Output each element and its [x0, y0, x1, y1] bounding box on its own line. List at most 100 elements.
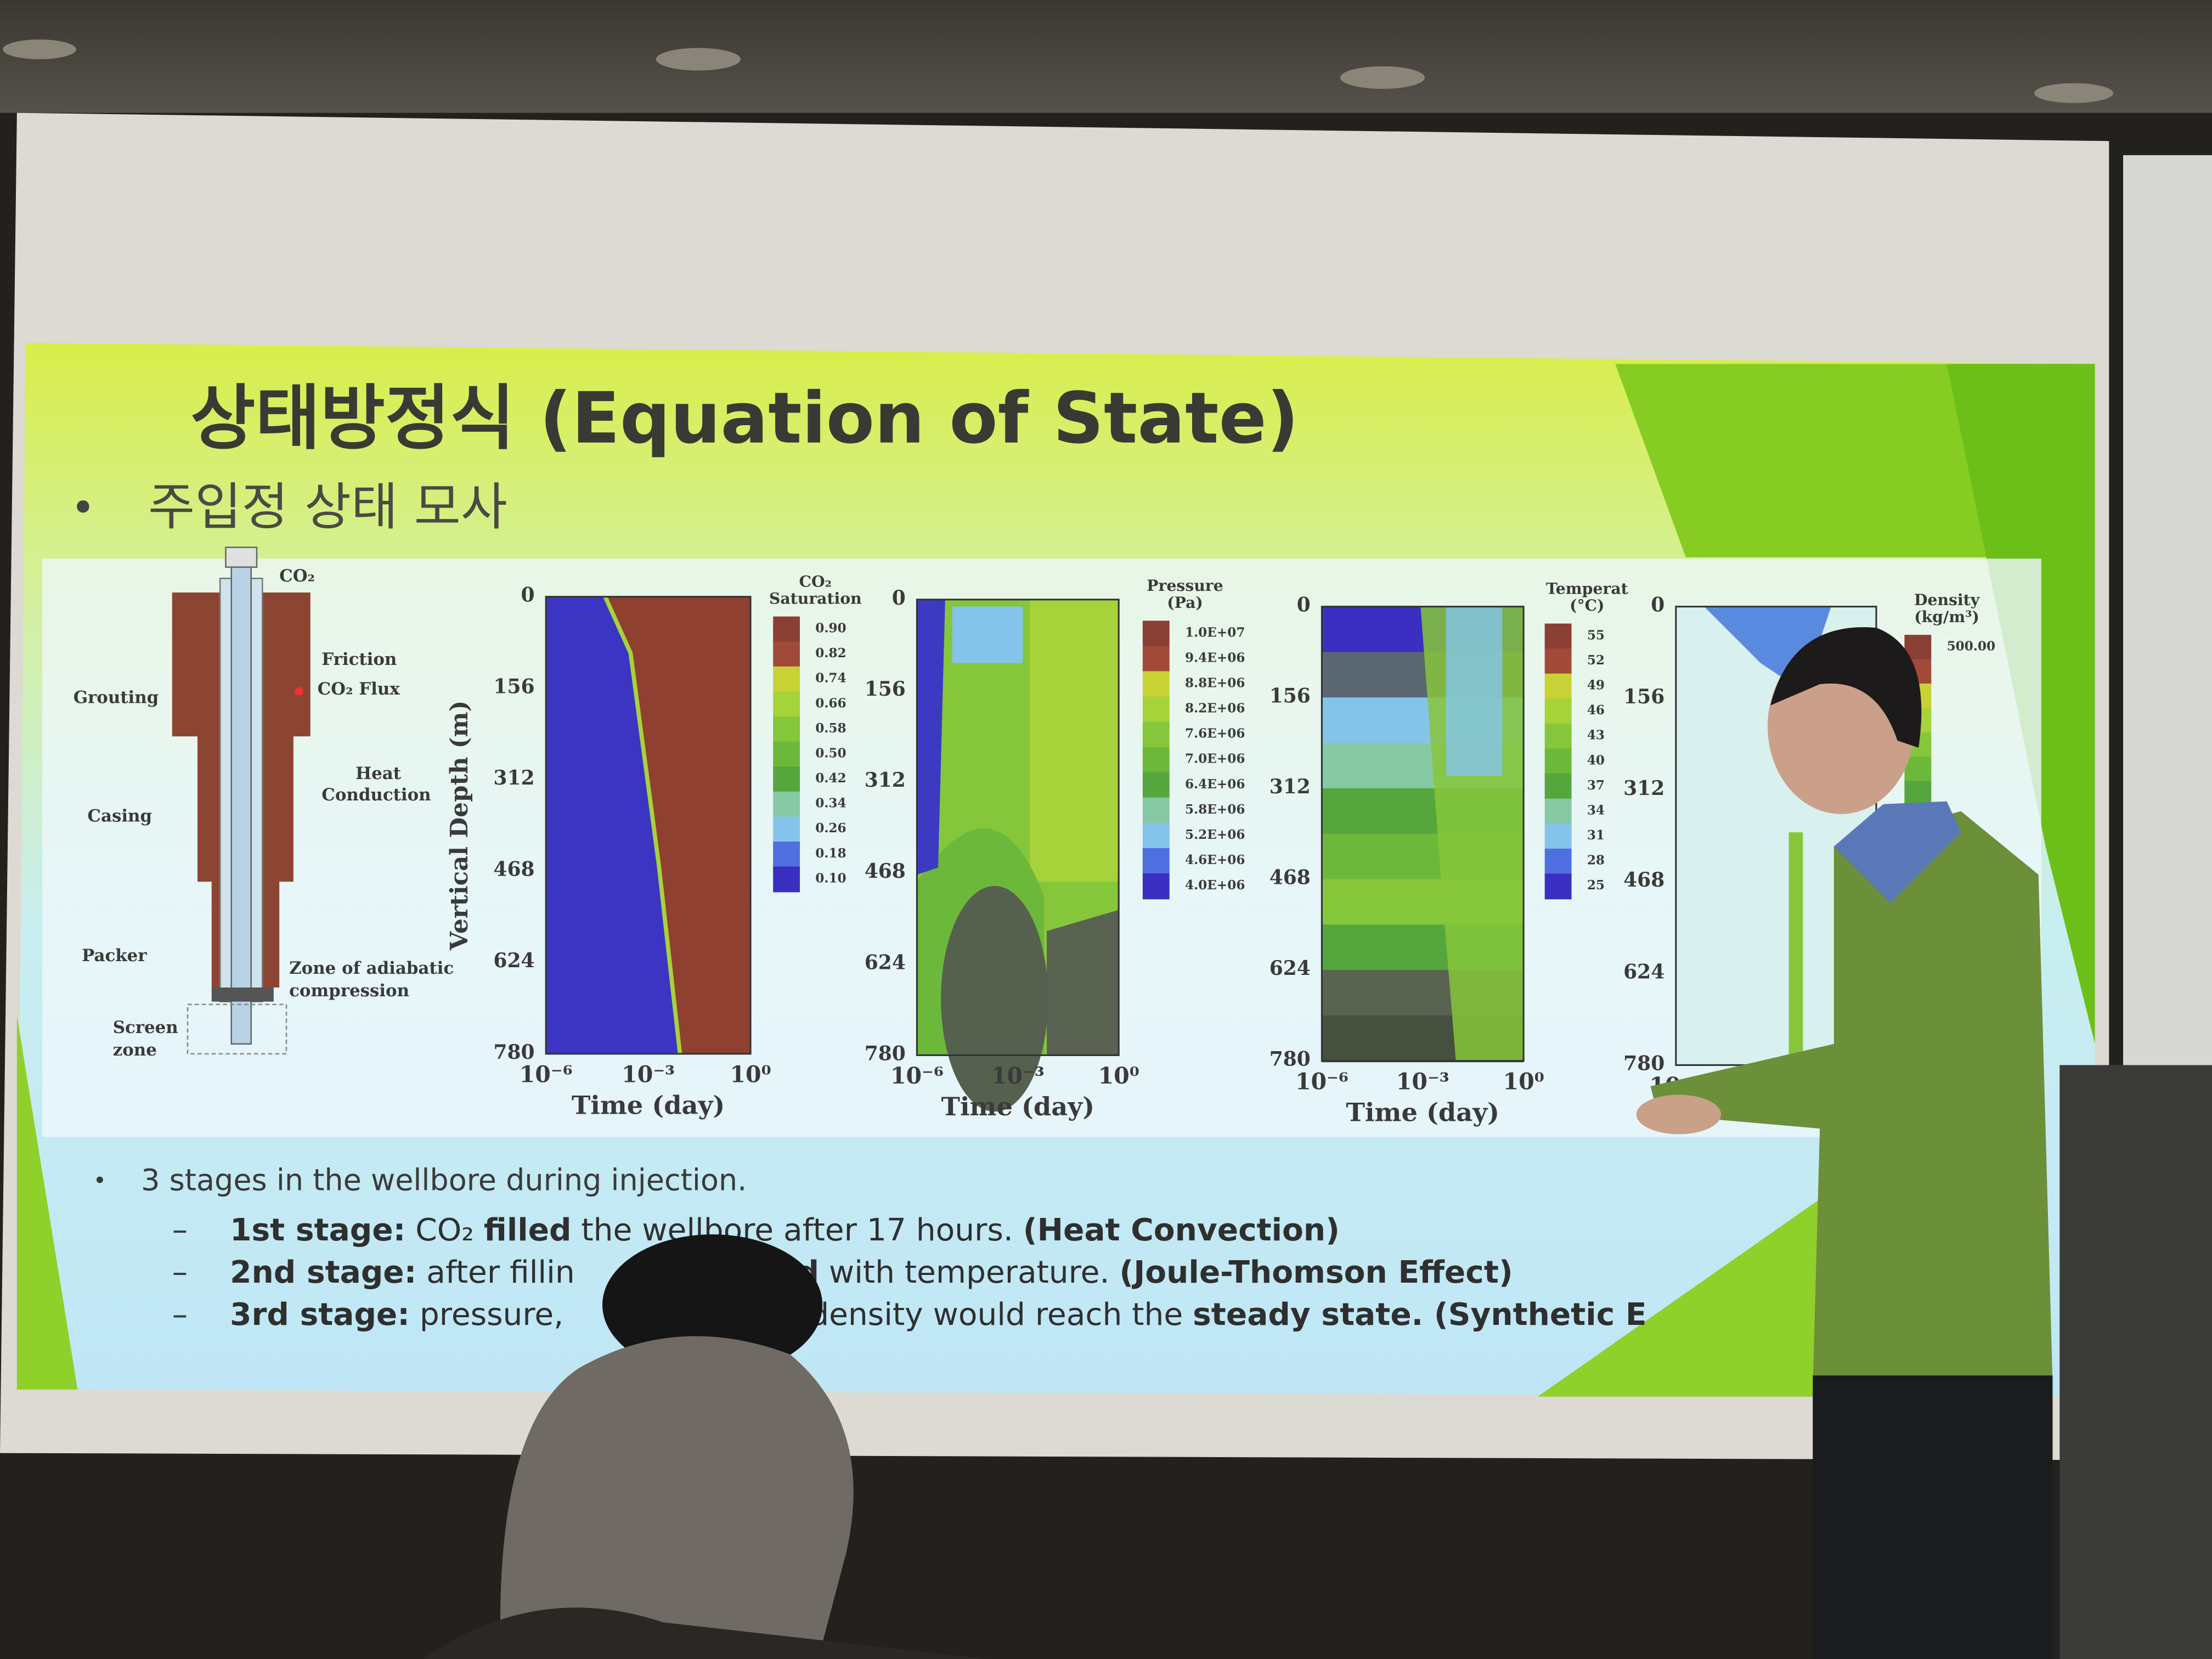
ceiling-light	[656, 48, 741, 71]
x-tick-label: 10⁰	[730, 1061, 771, 1088]
y-tick-label: 312	[865, 769, 906, 792]
stage-text: 2nd stage: after fillin fluctuated with …	[230, 1254, 1513, 1290]
y-tick-label: 624	[493, 949, 534, 972]
slide-decoration	[16, 1015, 78, 1390]
colorbar-title: (kg/m³)	[1914, 607, 1979, 626]
ceiling-light	[3, 40, 76, 59]
colorbar-tick-label: 0.90	[815, 621, 846, 636]
x-tick-label: 10⁰	[1503, 1068, 1544, 1094]
laser-dot	[295, 687, 303, 696]
diagram-label: Conduction	[321, 785, 431, 805]
colorbar-tick-label: 9.4E+06	[1185, 651, 1245, 665]
colorbar-tick-label: 40	[1587, 753, 1605, 768]
colorbar-tick-label: 0.10	[815, 871, 846, 885]
colorbar-tick-label: 1.0E+07	[1185, 625, 1245, 640]
colorbar-swatch	[1904, 757, 1932, 782]
y-tick-label: 156	[865, 678, 906, 701]
plot-field	[917, 599, 945, 875]
colorbar-tick-label: 8.8E+06	[1185, 676, 1245, 691]
diagram-label: CO₂ Flux	[318, 679, 400, 699]
colorbar-title: CO₂	[799, 572, 832, 591]
colorbar-title: (°C)	[1570, 596, 1604, 614]
podium	[2059, 1065, 2212, 1659]
colorbar-swatch	[773, 641, 800, 668]
stage-segment: 2nd stage:	[230, 1254, 416, 1290]
colorbar-tick-label: 4.0E+06	[1185, 878, 1245, 893]
colorbar-tick-label: 7.0E+06	[1185, 752, 1245, 766]
x-tick-label: 10⁻³	[1396, 1068, 1449, 1094]
stage-segment: the wellbore after 17 hours.	[571, 1211, 1023, 1248]
y-tick-label: 468	[865, 860, 906, 883]
stage-text: 3rd stage: pressure, and density would r…	[230, 1296, 1646, 1333]
presenter-hand	[1636, 1094, 1722, 1135]
diagram-label: Grouting	[74, 687, 159, 707]
plot-field	[1788, 832, 1803, 1058]
colorbar-tick-label: 4.6E+06	[1185, 853, 1245, 867]
colorbar-swatch	[1142, 873, 1170, 900]
stage-text: 1st stage: CO₂ filled the wellbore after…	[230, 1211, 1340, 1248]
ceiling-light	[2034, 83, 2113, 103]
x-axis-label: Time (day)	[941, 1092, 1095, 1121]
colorbar-tick-label: 49	[1587, 678, 1605, 693]
colorbar-title: Pressure	[1147, 576, 1223, 595]
colorbar-swatch	[1142, 671, 1170, 697]
colorbar-swatch	[1142, 646, 1170, 672]
presenter	[1636, 627, 2053, 1659]
presenter-hair	[1770, 627, 1922, 748]
colorbar-tick-label: 55	[1587, 628, 1605, 642]
colorbar-title: Saturation	[769, 589, 862, 607]
x-axis-label: Time (day)	[1346, 1097, 1500, 1127]
wall	[2123, 155, 2212, 1073]
stage-segment: (Joule-Thomson Effect)	[1119, 1254, 1513, 1290]
colorbar-tick-label: 34	[1587, 803, 1605, 817]
colorbar-swatch	[1142, 747, 1170, 774]
diagram-label: CO₂	[279, 566, 315, 586]
plot-frame	[545, 596, 752, 1055]
colorbar-title: (Pa)	[1167, 593, 1203, 612]
plot-field	[1030, 599, 1119, 882]
colorbar-swatch	[1544, 648, 1572, 675]
y-tick-label: 624	[865, 951, 906, 974]
diagram-label: Heat	[356, 764, 402, 783]
stage-segment: (Synthetic E	[1423, 1296, 1646, 1333]
colorbar-swatch	[1142, 848, 1170, 874]
x-tick-label: 10⁻³	[622, 1061, 675, 1088]
colorbar-swatch	[1142, 822, 1170, 849]
plot-field	[952, 606, 1023, 663]
dash: –	[172, 1296, 188, 1333]
stage-segment: after fillin	[416, 1254, 574, 1290]
bullet-text: 3 stages in the wellbore during injectio…	[141, 1163, 747, 1197]
wellhead	[225, 546, 258, 568]
colorbar-swatch	[1544, 798, 1572, 825]
y-tick-label: 780	[493, 1041, 534, 1064]
stage-segment: CO₂	[405, 1211, 484, 1248]
colorbar-tick-label: 0.74	[815, 671, 846, 686]
y-tick-label: 312	[493, 766, 534, 789]
y-tick-label: 780	[865, 1042, 906, 1065]
y-tick-label: 312	[1269, 775, 1311, 798]
y-tick-label: 156	[493, 675, 534, 698]
colorbar-tick-label: 0.66	[815, 696, 846, 710]
y-tick-label: 624	[1623, 960, 1664, 983]
colorbar-tick-label: 6.4E+06	[1185, 777, 1245, 792]
stage-segment: pressure,	[410, 1296, 563, 1333]
audience-body	[423, 1607, 988, 1659]
diagram-label: Zone of adiabatic	[289, 958, 454, 978]
colorbar-swatch	[1544, 873, 1572, 900]
colorbar-tick-label: 0.34	[815, 796, 846, 811]
stage-segment: steady state.	[1193, 1296, 1423, 1333]
diagram-label: Friction	[321, 650, 397, 669]
colorbar-swatch	[773, 766, 800, 793]
colorbar-title: Density	[1914, 590, 1980, 609]
slide-decoration	[1537, 1199, 1820, 1397]
dash: –	[172, 1254, 188, 1290]
x-axis-label: Time (day)	[572, 1091, 725, 1120]
plot-field	[1446, 606, 1503, 776]
plot-frame	[1321, 606, 1525, 1062]
packer	[211, 988, 274, 1002]
colorbar-swatch	[773, 816, 800, 843]
colorbar-swatch	[773, 866, 800, 893]
presenter-collar	[1833, 801, 1961, 903]
